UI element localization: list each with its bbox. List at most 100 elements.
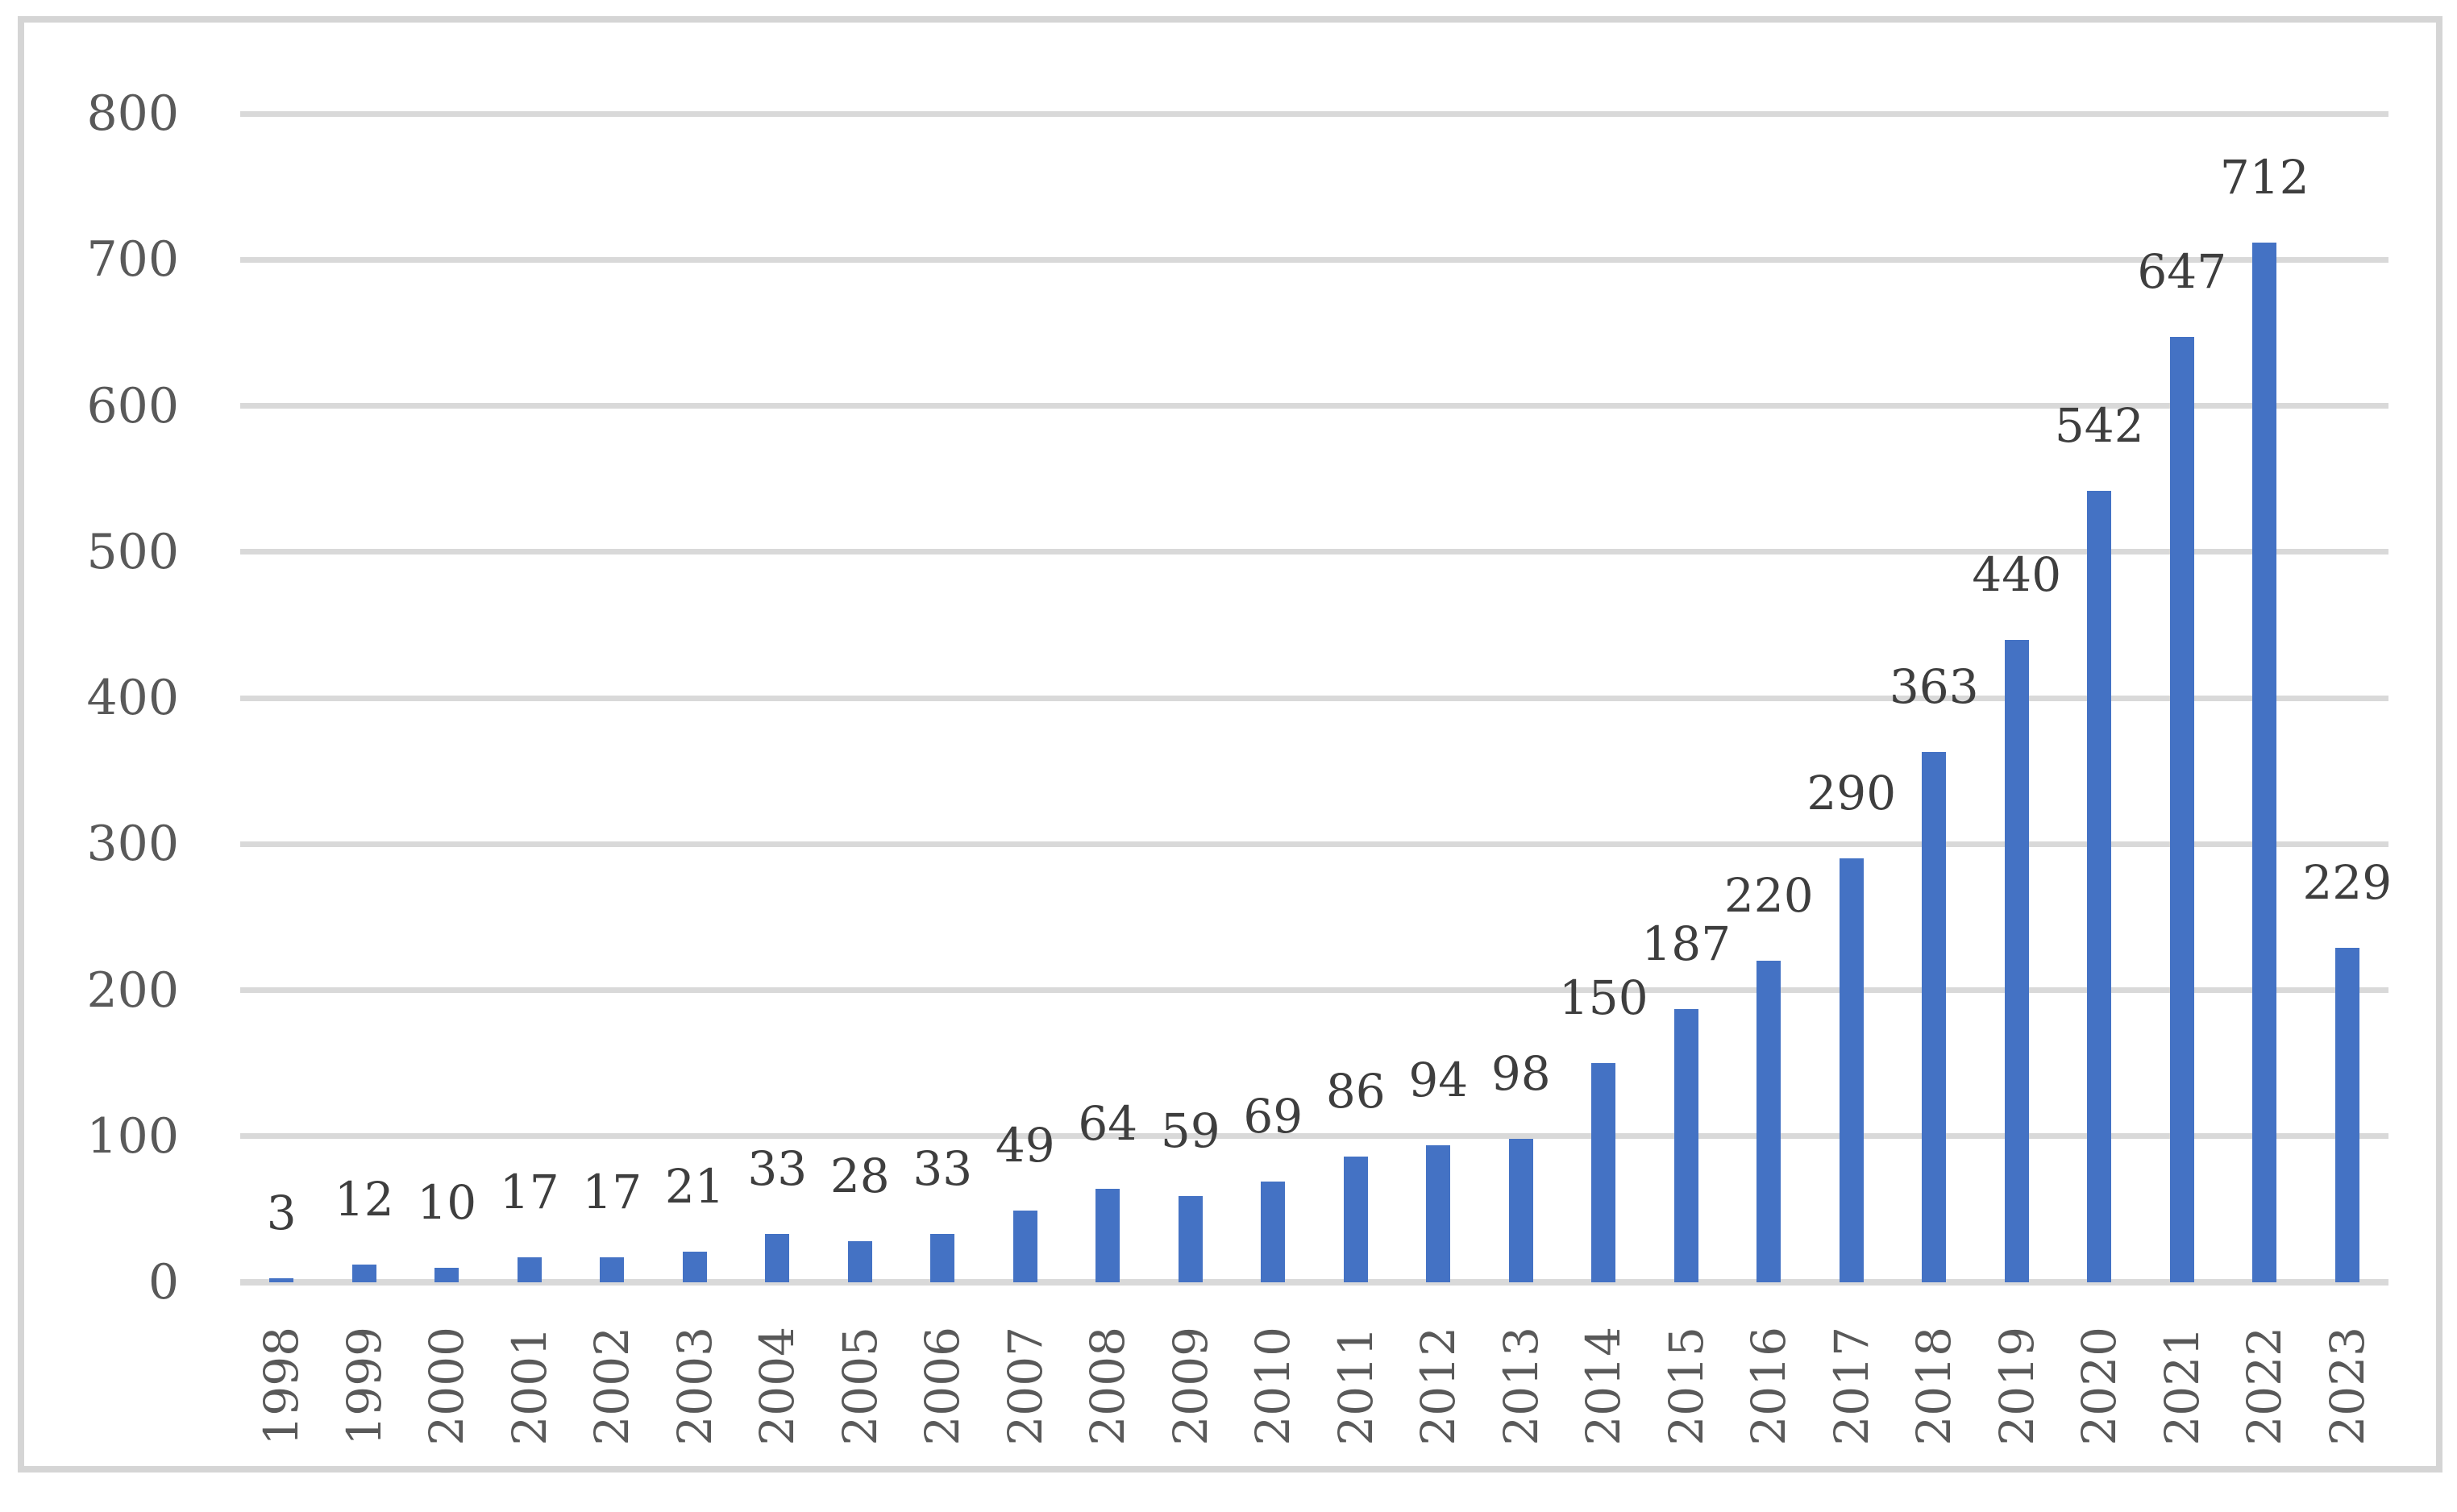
bar-1998 xyxy=(269,1277,294,1282)
bar-2016 xyxy=(1756,961,1781,1282)
data-label-2005: 28 xyxy=(829,1149,890,1204)
bar-2023 xyxy=(2334,947,2359,1282)
x-tick-label-2016: 2016 xyxy=(1741,1327,1797,1446)
bar-column-2008: 64 xyxy=(1066,114,1150,1282)
bar-column-2017: 290 xyxy=(1806,114,1896,1282)
data-label-2003: 21 xyxy=(664,1158,725,1214)
x-tick-label-2020: 2020 xyxy=(2072,1327,2127,1446)
x-tick-label-2004: 2004 xyxy=(750,1327,805,1446)
data-label-2001: 17 xyxy=(499,1165,559,1220)
y-axis: 0 100 200 300 400 500 600 700 800 xyxy=(24,85,179,1311)
x-tick-label-2019: 2019 xyxy=(1989,1327,2044,1446)
x-tick-label-2011: 2011 xyxy=(1328,1327,1383,1446)
data-label-2011: 86 xyxy=(1325,1064,1386,1119)
x-axis: 1998 1999 2000 2001 2002 2003 2004 2005 2006 2007… xyxy=(240,1282,2388,1512)
data-label-2019: 440 xyxy=(1972,546,2062,602)
bar-column-2012: 94 xyxy=(1397,114,1480,1282)
data-label-1998: 3 xyxy=(266,1185,297,1240)
x-tick-label-2002: 2002 xyxy=(584,1327,640,1446)
data-label-2021: 647 xyxy=(2137,244,2227,300)
x-tick-label-2000: 2000 xyxy=(419,1327,475,1446)
bar-column-2013: 98 xyxy=(1480,114,1563,1282)
bar-2008 xyxy=(1095,1189,1120,1282)
gridline-y-200 xyxy=(240,987,2388,993)
x-tick-label-2001: 2001 xyxy=(501,1327,557,1446)
y-tick-label-500: 500 xyxy=(86,523,179,580)
x-tick-label-2021: 2021 xyxy=(2154,1327,2210,1446)
bar-column-2014: 150 xyxy=(1559,114,1648,1282)
y-tick-label-0: 0 xyxy=(148,1254,179,1311)
data-label-2023: 229 xyxy=(2302,854,2393,910)
bar-column-1998: 3 xyxy=(240,114,323,1282)
data-label-2008: 64 xyxy=(1078,1096,1138,1151)
bar-column-2015: 187 xyxy=(1641,114,1731,1282)
bar-column-2003: 21 xyxy=(654,114,737,1282)
gridline-y-400 xyxy=(240,695,2388,701)
y-tick-label-800: 800 xyxy=(86,85,179,142)
y-tick-label-200: 200 xyxy=(86,962,179,1019)
bar-2011 xyxy=(1343,1157,1368,1282)
gridline-y-300 xyxy=(240,841,2388,847)
x-tick-label-1998: 1998 xyxy=(254,1327,310,1446)
bar-2014 xyxy=(1591,1063,1616,1282)
gridline-y-800 xyxy=(240,110,2388,117)
gridline-y-600 xyxy=(240,403,2388,409)
gridline-y-100 xyxy=(240,1133,2388,1140)
data-label-2020: 542 xyxy=(2054,397,2144,453)
bar-column-2023: 229 xyxy=(2302,114,2392,1282)
y-tick-label-700: 700 xyxy=(86,231,179,289)
bar-2004 xyxy=(765,1234,790,1282)
bar-2017 xyxy=(1839,858,1864,1282)
bar-column-2007: 49 xyxy=(984,114,1067,1282)
data-label-2004: 33 xyxy=(747,1141,808,1197)
x-tick-label-2006: 2006 xyxy=(915,1327,971,1446)
x-tick-label-2017: 2017 xyxy=(1823,1327,1879,1446)
x-tick-label-2003: 2003 xyxy=(667,1327,722,1446)
data-label-2010: 69 xyxy=(1243,1088,1303,1144)
bar-column-2016: 220 xyxy=(1724,114,1814,1282)
bar-2005 xyxy=(847,1241,872,1282)
bar-2020 xyxy=(2087,490,2112,1282)
y-tick-label-300: 300 xyxy=(86,816,179,873)
bar-2013 xyxy=(1508,1139,1533,1282)
data-label-2013: 98 xyxy=(1490,1046,1551,1102)
bar-2002 xyxy=(600,1257,625,1282)
bar-column-2009: 59 xyxy=(1150,114,1233,1282)
y-tick-label-400: 400 xyxy=(86,670,179,726)
data-label-2006: 33 xyxy=(913,1141,973,1197)
y-tick-label-100: 100 xyxy=(86,1107,179,1165)
bar-column-2018: 363 xyxy=(1890,114,1979,1282)
bar-column-2019: 440 xyxy=(1972,114,2061,1282)
bar-column-2001: 17 xyxy=(488,114,572,1282)
bar-column-2022: 712 xyxy=(2220,114,2309,1282)
x-tick-label-2013: 2013 xyxy=(1493,1327,1549,1446)
data-label-2014: 150 xyxy=(1558,970,1648,1026)
x-tick-label-2015: 2015 xyxy=(1658,1327,1714,1446)
bar-1999 xyxy=(351,1265,376,1282)
bar-2022 xyxy=(2252,242,2277,1282)
data-label-2016: 220 xyxy=(1723,868,1814,924)
x-tick-label-2012: 2012 xyxy=(1411,1327,1466,1446)
bar-2006 xyxy=(930,1234,955,1282)
bar-2015 xyxy=(1673,1009,1698,1282)
bar-column-2006: 33 xyxy=(901,114,984,1282)
data-label-2002: 17 xyxy=(582,1165,642,1220)
gridline-y-0 xyxy=(240,1279,2388,1286)
data-label-2017: 290 xyxy=(1806,766,1897,821)
x-tick-label-2014: 2014 xyxy=(1576,1327,1632,1446)
x-tick-label-2023: 2023 xyxy=(2319,1327,2375,1446)
data-label-2022: 712 xyxy=(2219,149,2309,205)
data-label-2007: 49 xyxy=(995,1118,1055,1173)
bar-column-2010: 69 xyxy=(1232,114,1315,1282)
bar-2019 xyxy=(2004,639,2029,1282)
bar-2010 xyxy=(1261,1181,1286,1282)
x-tick-label-2010: 2010 xyxy=(1245,1327,1301,1446)
gridline-y-700 xyxy=(240,256,2388,263)
bar-column-2000: 10 xyxy=(405,114,488,1282)
data-label-1999: 12 xyxy=(334,1172,394,1227)
data-label-2015: 187 xyxy=(1641,916,1732,972)
bar-2003 xyxy=(682,1251,707,1282)
bar-column-2020: 542 xyxy=(2055,114,2144,1282)
bar-column-2011: 86 xyxy=(1315,114,1398,1282)
bar-2018 xyxy=(1922,752,1947,1282)
